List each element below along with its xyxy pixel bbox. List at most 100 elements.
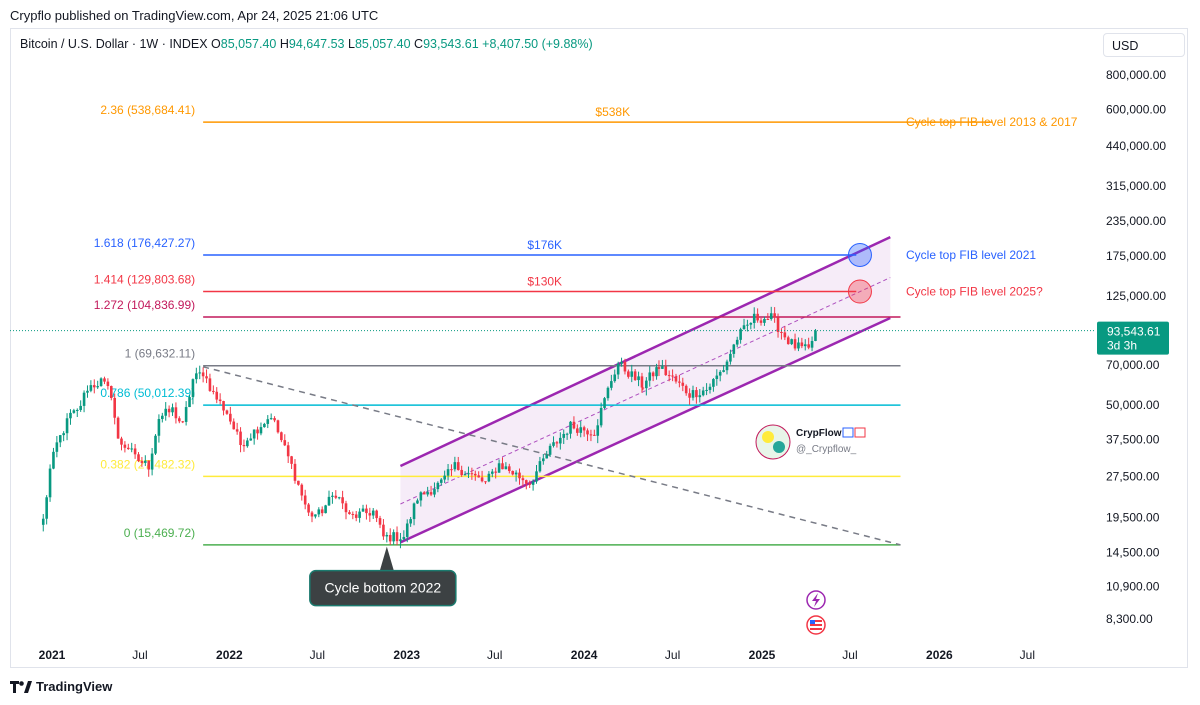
- x-tick-label: Jul: [310, 648, 325, 662]
- candle-body: [174, 407, 178, 419]
- candle: [334, 490, 338, 500]
- symbol-legend[interactable]: Bitcoin / U.S. Dollar · 1W · INDEX O85,0…: [20, 37, 593, 51]
- candle: [450, 464, 453, 477]
- candle: [154, 434, 157, 455]
- candle: [712, 378, 715, 392]
- candle: [82, 390, 86, 413]
- watermark: CrypFlow @_Crypflow_: [755, 424, 866, 460]
- candle-body: [603, 398, 606, 408]
- fib-price-text-0: $538K: [595, 105, 630, 119]
- candle-body: [144, 460, 147, 463]
- candle-body: [521, 478, 525, 481]
- candle-body: [399, 539, 402, 542]
- candle-body: [188, 397, 191, 408]
- candle-body: [341, 497, 344, 504]
- candle: [324, 504, 327, 514]
- candle-body: [684, 385, 688, 394]
- candle: [507, 463, 511, 474]
- candle-body: [109, 386, 113, 398]
- callout-box: [309, 569, 457, 607]
- candle: [504, 462, 508, 470]
- candle-body: [198, 372, 202, 374]
- candle: [300, 483, 304, 501]
- candle: [664, 359, 668, 376]
- candle-body: [164, 408, 168, 416]
- candle: [147, 460, 151, 477]
- candle-body: [402, 536, 406, 540]
- candle: [69, 409, 72, 425]
- y-tick-label: 19,500.00: [1106, 510, 1160, 524]
- candle-body: [681, 382, 685, 386]
- fib-label-7: 0 (15,469.72): [124, 526, 195, 540]
- candle: [283, 434, 287, 447]
- candle: [429, 485, 433, 497]
- candle-body: [89, 385, 93, 391]
- candle-body: [616, 363, 620, 375]
- candle: [480, 470, 484, 483]
- candle-body: [249, 438, 253, 441]
- candle: [378, 515, 382, 529]
- candle: [433, 482, 436, 498]
- candle: [358, 508, 361, 523]
- candle: [742, 318, 746, 330]
- candle-body: [419, 492, 423, 501]
- watermark-name: CrypFlow: [796, 428, 842, 439]
- candle: [252, 429, 256, 445]
- candle-body: [140, 461, 144, 463]
- currency-selector[interactable]: USD: [1103, 33, 1185, 57]
- ohlc-close: 93,543.61: [423, 37, 479, 51]
- candle-body: [763, 318, 766, 323]
- candle: [392, 529, 395, 545]
- candle: [331, 492, 334, 504]
- candle-body: [348, 512, 351, 515]
- candle: [215, 387, 219, 404]
- tradingview-brand: TradingView: [36, 679, 113, 694]
- y-tick-label: 50,000.00: [1106, 398, 1160, 412]
- candle-body: [181, 421, 185, 423]
- candle-body: [484, 481, 487, 483]
- fib-label-0: 2.36 (538,684.41): [100, 103, 195, 117]
- candle-body: [171, 407, 174, 413]
- y-tick-label: 14,500.00: [1106, 546, 1160, 560]
- candle-body: [358, 511, 361, 518]
- candle-body: [276, 420, 280, 433]
- trend-line: [202, 366, 901, 546]
- candle-body: [317, 509, 321, 515]
- candle: [266, 415, 270, 429]
- candle: [552, 436, 555, 448]
- candle-body: [769, 313, 773, 320]
- candle-body: [429, 492, 433, 495]
- candle-body: [606, 387, 610, 399]
- candle: [769, 306, 773, 321]
- candle-body: [735, 339, 739, 345]
- candle-body: [593, 434, 596, 436]
- candle: [212, 385, 215, 395]
- candle-body: [55, 442, 59, 452]
- candle-body: [623, 361, 627, 372]
- candle: [572, 416, 576, 430]
- candle-body: [487, 473, 491, 482]
- candle: [633, 369, 637, 381]
- candle: [722, 364, 725, 373]
- candle-body: [800, 342, 804, 347]
- candle: [657, 360, 661, 377]
- candle: [297, 480, 300, 486]
- y-tick-label: 125,000.00: [1106, 289, 1166, 303]
- candle: [752, 307, 756, 329]
- candle-body: [678, 381, 681, 383]
- candle: [307, 502, 310, 517]
- tradingview-logo[interactable]: TradingView: [10, 679, 112, 694]
- candle: [630, 364, 634, 383]
- candle: [205, 369, 208, 384]
- candle-body: [599, 407, 603, 426]
- candle-body: [766, 318, 770, 320]
- candle-body: [96, 386, 99, 388]
- candle-body: [497, 463, 501, 473]
- candle: [218, 393, 222, 405]
- candle-body: [92, 385, 96, 388]
- candle: [645, 377, 648, 396]
- candle: [623, 358, 627, 375]
- candle: [144, 455, 147, 466]
- candle: [286, 441, 290, 464]
